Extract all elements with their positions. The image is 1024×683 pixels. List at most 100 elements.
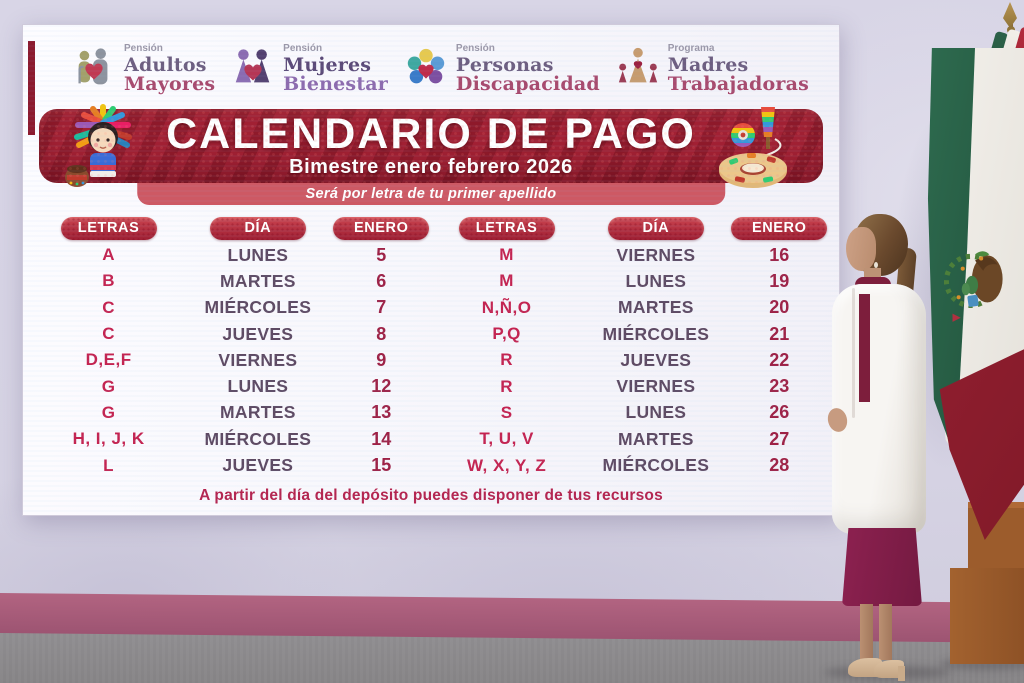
logo-kicker: Pensión bbox=[283, 43, 323, 54]
calendar-day: MARTES bbox=[220, 270, 296, 291]
calendar-header-row: LETRAS DÍA ENERO bbox=[431, 215, 829, 242]
calendar-day: VIERNES bbox=[218, 349, 298, 370]
calendar-letters: R bbox=[500, 376, 513, 396]
calendar-day: LUNES bbox=[625, 402, 687, 423]
calendar-day: MIÉRCOLES bbox=[602, 323, 710, 344]
calendar-day: JUEVES bbox=[620, 349, 692, 370]
logo-pension-mujeres-bienestar: Pensión Mujeres Bienestar bbox=[230, 44, 388, 94]
calendar-row: N,Ñ,O MARTES 20 bbox=[431, 295, 829, 321]
earring bbox=[874, 262, 878, 268]
calendar-letters: N,Ñ,O bbox=[481, 297, 532, 317]
logo-line1: Adultos bbox=[124, 54, 207, 76]
elderly-couple-icon bbox=[78, 48, 108, 85]
beige-heel-shoe bbox=[874, 660, 904, 678]
logo-line2: Discapacidad bbox=[455, 73, 600, 95]
calendar-day: VIERNES bbox=[616, 244, 696, 265]
calendar-row: H, I, J, K MIÉRCOLES 14 bbox=[33, 426, 431, 452]
calendar-day: VIERNES bbox=[616, 376, 696, 397]
calendar-row: R JUEVES 22 bbox=[431, 347, 829, 373]
shoe-heel bbox=[898, 666, 905, 681]
calendar-date: 28 bbox=[769, 455, 790, 476]
calendar-date: 23 bbox=[769, 376, 790, 397]
eagle-emblem-icon bbox=[944, 251, 1003, 322]
calendar-letters: P,Q bbox=[492, 324, 521, 344]
calendar-row: L JUEVES 15 bbox=[33, 452, 431, 478]
flag-pole-finial-icon bbox=[1003, 2, 1017, 28]
calendar-letters: C bbox=[102, 297, 115, 317]
white-coat bbox=[832, 284, 926, 534]
calendar-letters: M bbox=[499, 271, 514, 291]
calendar-row: G LUNES 12 bbox=[33, 373, 431, 399]
calendar-day: JUEVES bbox=[222, 323, 294, 344]
woman-observing-screen bbox=[812, 210, 942, 681]
calendar-day: MARTES bbox=[618, 428, 694, 449]
calendar-letters: G bbox=[101, 376, 116, 396]
calendar-date: 27 bbox=[769, 428, 790, 449]
header-letras: LETRAS bbox=[458, 217, 555, 240]
mexican-flag bbox=[926, 2, 1024, 550]
calendar-row: C MIÉRCOLES 7 bbox=[33, 295, 431, 321]
flag-cloth bbox=[926, 48, 1024, 550]
podium-lower-step bbox=[950, 568, 1024, 664]
beige-heel-shoe bbox=[848, 658, 882, 677]
logo-pension-personas-discapacidad: Pensión Personas Discapacidad bbox=[403, 44, 600, 94]
calendar-right-rows: M VIERNES 16 M LUNES 19 N,Ñ,O MARTES 20 P,Q MIÉRCO… bbox=[431, 242, 829, 479]
calendar-row: W, X, Y, Z MIÉRCOLES 28 bbox=[431, 452, 829, 478]
calendar-date: 26 bbox=[769, 402, 790, 423]
leg bbox=[879, 604, 892, 660]
calendar-letters: D,E,F bbox=[85, 350, 132, 370]
coat-opening-seam bbox=[852, 288, 855, 418]
calendar-day: LUNES bbox=[625, 270, 687, 291]
calendar-day: MIÉRCOLES bbox=[602, 455, 710, 476]
header-enero: ENERO bbox=[333, 217, 430, 240]
calendar-row: S LUNES 26 bbox=[431, 400, 829, 426]
calendar-day: MIÉRCOLES bbox=[204, 297, 312, 318]
calendar-day: MIÉRCOLES bbox=[204, 428, 312, 449]
calendar-day: MARTES bbox=[618, 297, 694, 318]
logo-kicker: Pensión bbox=[455, 43, 495, 54]
calendar-letters: C bbox=[102, 324, 115, 344]
header-dia: DÍA bbox=[209, 217, 306, 240]
logo-line1: Personas bbox=[455, 54, 554, 76]
calendar-letters: B bbox=[102, 271, 115, 291]
calendar-date: 15 bbox=[371, 455, 392, 476]
calendar-header-row: LETRAS DÍA ENERO bbox=[33, 215, 431, 242]
logo-programa-madres-trabajadoras: Programa Madres Trabajadoras bbox=[615, 44, 809, 94]
calendar-row: D,E,F VIERNES 9 bbox=[33, 347, 431, 373]
calendar-letters: T, U, V bbox=[479, 429, 534, 449]
calendar-row: A LUNES 5 bbox=[33, 242, 431, 268]
calendar-letters: A bbox=[102, 245, 115, 265]
lele-doll-icon bbox=[65, 104, 132, 187]
calendar-date: 22 bbox=[769, 349, 790, 370]
calendar-row: M VIERNES 16 bbox=[431, 242, 829, 268]
mother-children-icon bbox=[618, 47, 657, 83]
presentation-screen: Pensión Adultos Mayores Pensión Mujeres … bbox=[22, 24, 840, 516]
banner-note: Será por letra de tu primer apellido bbox=[137, 183, 725, 205]
header-letras: LETRAS bbox=[60, 217, 157, 240]
logo-pension-adultos-mayores: Pensión Adultos Mayores bbox=[71, 44, 215, 94]
calendar-date: 19 bbox=[769, 270, 790, 291]
calendar-date: 7 bbox=[376, 297, 387, 318]
calendar-date: 5 bbox=[376, 244, 387, 265]
calendar-day: LUNES bbox=[227, 244, 289, 265]
deposit-availability-note: A partir del día del depósito puedes dis… bbox=[199, 487, 663, 504]
calendar-letters: G bbox=[101, 402, 116, 422]
logo-line2: Bienestar bbox=[283, 73, 389, 95]
calendar-day: MARTES bbox=[220, 402, 296, 423]
maroon-skirt bbox=[842, 528, 922, 606]
calendar-letters: M bbox=[499, 245, 514, 265]
logo-kicker: Pensión bbox=[124, 43, 163, 54]
logo-line1: Madres bbox=[667, 54, 749, 76]
calendar-row: G MARTES 13 bbox=[33, 400, 431, 426]
logo-kicker: Programa bbox=[667, 43, 715, 54]
calendar-date: 8 bbox=[376, 323, 387, 344]
calendar-banner: CALENDARIO DE PAGO Bimestre enero febrer… bbox=[39, 104, 823, 188]
header-dia: DÍA bbox=[607, 217, 704, 240]
face-profile bbox=[846, 227, 876, 271]
logo-line1: Mujeres bbox=[283, 54, 372, 76]
two-women-icon bbox=[235, 49, 270, 83]
maroon-dress-front bbox=[859, 294, 870, 402]
calendar-date: 14 bbox=[371, 428, 392, 449]
rosca-and-toys-icon bbox=[719, 107, 787, 188]
calendar-letters: L bbox=[103, 455, 115, 475]
